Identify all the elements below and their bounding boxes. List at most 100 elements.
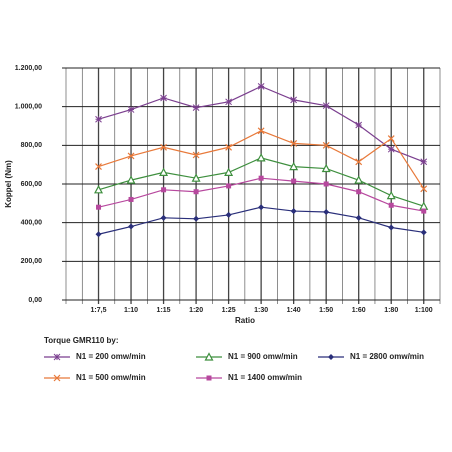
marker-shape <box>323 209 330 216</box>
marker <box>96 204 102 210</box>
legend-label: N1 = 200 omw/min <box>76 352 146 361</box>
legend-label: N1 = 1400 omw/min <box>228 373 302 382</box>
marker <box>421 208 427 214</box>
marker <box>95 163 102 171</box>
marker-shape <box>160 214 167 221</box>
marker <box>290 208 297 215</box>
marker <box>192 151 200 159</box>
marker <box>193 215 200 222</box>
marker <box>160 143 167 151</box>
marker <box>290 96 298 104</box>
marker-shape <box>258 175 264 181</box>
marker-shape <box>291 178 297 184</box>
marker <box>94 185 104 194</box>
marker <box>224 167 234 176</box>
marker <box>95 231 102 238</box>
marker-shape <box>356 189 362 195</box>
marker <box>191 173 201 182</box>
y-tick-label: 1.000,00 <box>15 104 42 111</box>
marker <box>206 375 212 381</box>
marker-stroke <box>420 185 428 193</box>
x-tick-label: 1:30 <box>254 307 268 314</box>
x-tick-label: 1:10 <box>124 307 138 314</box>
marker-shape <box>258 204 265 211</box>
marker <box>127 152 135 160</box>
marker-shape <box>128 196 134 202</box>
marker-shape <box>191 173 201 182</box>
marker-stroke <box>95 163 102 171</box>
marker <box>258 175 264 181</box>
y-axis-title: Koppel (Nm) <box>4 160 13 208</box>
x-tick-label: 1:15 <box>157 307 171 314</box>
marker <box>420 185 428 193</box>
marker <box>388 202 394 208</box>
marker <box>355 158 363 166</box>
marker <box>53 374 61 382</box>
marker-shape <box>354 175 364 184</box>
marker <box>386 190 396 200</box>
marker-shape <box>256 153 266 162</box>
x-tick-label: 1:40 <box>287 307 301 314</box>
x-tick-label: 1:80 <box>384 307 398 314</box>
marker-shape <box>388 224 395 231</box>
marker <box>323 181 329 187</box>
marker <box>127 106 135 113</box>
marker-shape <box>161 187 167 193</box>
marker-shape <box>206 375 212 381</box>
marker-shape <box>224 167 234 176</box>
marker <box>128 196 134 202</box>
legend-title: Torque GMR110 by: <box>44 336 119 345</box>
legend-label: N1 = 500 omw/min <box>76 373 146 382</box>
marker <box>53 353 61 361</box>
marker-stroke <box>53 374 61 382</box>
marker <box>95 115 102 123</box>
marker <box>193 189 199 195</box>
marker <box>226 183 232 189</box>
marker <box>356 189 362 195</box>
marker-shape <box>204 352 214 361</box>
y-tick-label: 200,00 <box>21 258 43 265</box>
marker-shape <box>421 208 427 214</box>
y-tick-label: 1.200,00 <box>15 65 42 72</box>
marker-shape <box>128 223 135 230</box>
marker-shape <box>323 181 329 187</box>
marker-stroke <box>160 143 167 151</box>
marker <box>420 158 428 166</box>
marker <box>204 352 214 361</box>
marker <box>126 175 136 184</box>
marker <box>225 211 232 218</box>
x-tick-label: 1:20 <box>189 307 203 314</box>
marker <box>160 94 167 102</box>
marker-shape <box>321 163 331 173</box>
marker <box>388 224 395 231</box>
marker <box>322 141 330 149</box>
marker-shape <box>388 202 394 208</box>
x-tick-label: 1:7,5 <box>91 307 107 314</box>
marker <box>387 135 395 142</box>
marker-stroke <box>322 141 330 149</box>
marker-stroke <box>127 152 135 160</box>
marker <box>355 121 363 129</box>
marker-stroke <box>355 158 363 166</box>
y-tick-label: 400,00 <box>21 220 43 227</box>
marker-shape <box>226 183 232 189</box>
marker-shape <box>328 354 334 360</box>
x-tick-label: 1:100 <box>415 307 433 314</box>
marker-shape <box>386 190 396 200</box>
marker <box>420 229 427 236</box>
marker-shape <box>225 211 232 218</box>
marker <box>328 354 334 360</box>
marker <box>355 214 362 221</box>
marker <box>258 204 265 211</box>
marker-shape <box>193 189 199 195</box>
marker-shape <box>94 185 104 194</box>
x-tick-label: 1:50 <box>319 307 333 314</box>
x-tick-label: 1:25 <box>222 307 236 314</box>
marker-shape <box>420 229 427 236</box>
marker-stroke <box>387 135 395 142</box>
marker <box>290 139 298 147</box>
marker <box>387 145 395 153</box>
marker <box>322 102 330 110</box>
